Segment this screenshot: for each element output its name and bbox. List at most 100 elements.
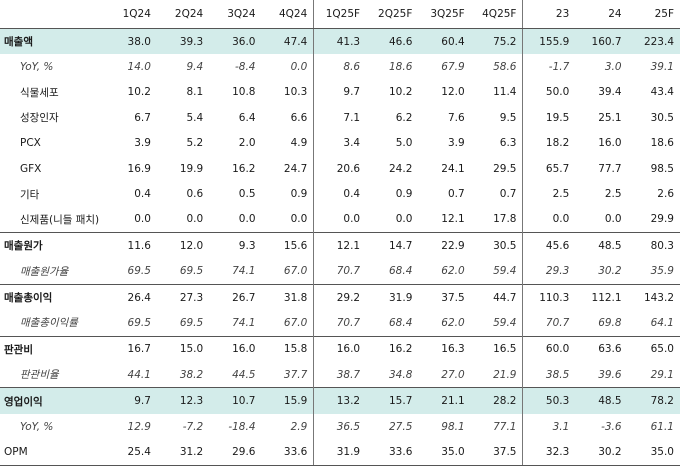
table-cell: 26.4 [104, 283, 157, 311]
table-cell: 63.6 [575, 335, 628, 363]
table-cell: -18.4 [228, 420, 256, 433]
table-cell: 38.2 [179, 368, 204, 381]
table-row: PCX 3.9 5.2 2.0 4.9 3.4 5.0 3.9 6.3 18.2 16.0 18.6 [0, 130, 680, 156]
table-cell: 44.7 [470, 283, 523, 311]
table-cell: 12.3 [156, 387, 210, 414]
table-cell: 32.3 [522, 439, 576, 466]
table-cell: 6.6 [290, 111, 308, 124]
table-cell: 7.1 [313, 105, 367, 131]
table-cell: 7.6 [447, 111, 465, 124]
table-cell: 223.4 [627, 28, 680, 55]
table-cell: 29.5 [493, 162, 517, 175]
table-cell: 74.1 [232, 265, 256, 278]
table-cell: 2.5 [604, 188, 622, 201]
table-cell: 45.6 [522, 232, 576, 259]
table-cell: 110.3 [522, 283, 576, 311]
table-cell: 13.2 [313, 387, 367, 414]
table-cell: 25.1 [598, 111, 622, 124]
table-cell: 0.7 [447, 188, 465, 201]
col-header: 4Q24 [261, 0, 314, 29]
table-cell: 35.0 [627, 439, 680, 466]
col-header: 4Q25F [470, 0, 523, 29]
table-cell: 65.7 [522, 155, 576, 182]
row-label: 판관비율 [20, 369, 59, 382]
table-cell: 21.9 [493, 368, 517, 381]
table-cell: 3.9 [447, 137, 465, 150]
table-row: 매출원가율 69.5 69.5 74.1 67.0 70.7 68.4 62.0 59.4 29.… [0, 258, 680, 285]
table-cell: -1.7 [522, 54, 576, 80]
col-header: 3Q24 [209, 0, 262, 29]
table-cell: 5.2 [186, 137, 204, 150]
table-cell: 30.5 [470, 232, 523, 259]
table-cell: 3.0 [604, 61, 622, 74]
table-row: 매출총이익률 69.5 69.5 74.1 67.0 70.7 68.4 62.0 59.4 70… [0, 310, 680, 337]
table-cell: 37.7 [283, 368, 308, 381]
table-cell: 33.6 [366, 439, 419, 466]
table-cell: 16.5 [470, 335, 523, 363]
table-cell: 0.7 [499, 188, 517, 201]
table-cell: 74.1 [232, 316, 256, 329]
table-cell: -7.2 [182, 420, 204, 433]
table-cell: 21.1 [418, 387, 471, 414]
table-cell: 15.7 [366, 387, 419, 414]
table-cell: -3.6 [601, 420, 622, 433]
table-cell: 10.2 [127, 86, 151, 99]
table-cell: 8.1 [186, 86, 204, 99]
table-cell: 41.3 [313, 28, 367, 55]
table-cell: 24.2 [389, 162, 413, 175]
table-cell: 8.6 [313, 54, 367, 80]
row-label: 성장인자 [20, 112, 59, 125]
table-row: 매출총이익 26.4 27.3 26.7 31.8 29.2 31.9 37.5 44.7 110… [0, 283, 680, 311]
table-cell: 31.9 [366, 283, 419, 311]
table-cell: 61.1 [650, 420, 674, 433]
row-label: YoY, % [20, 61, 54, 74]
table-cell: 29.2 [313, 283, 367, 311]
table-cell: 44.5 [232, 368, 256, 381]
table-cell: 48.5 [575, 232, 628, 259]
table-cell: 69.5 [127, 316, 151, 329]
table-cell: 58.6 [493, 61, 517, 74]
table-cell: 12.1 [441, 213, 465, 226]
table-cell: 46.6 [366, 28, 419, 55]
table-cell: 29.9 [650, 213, 674, 226]
table-cell: 0.0 [134, 213, 151, 226]
table-cell: 0.0 [238, 213, 256, 226]
table-cell: 19.9 [179, 162, 204, 175]
col-header: 25F [627, 0, 680, 29]
table-cell: 15.8 [261, 335, 314, 363]
table-cell: 65.0 [627, 335, 680, 363]
row-label: 매출총이익률 [20, 317, 78, 330]
table-cell: 30.5 [650, 111, 674, 124]
row-label: OPM [0, 439, 105, 466]
table-cell: 11.6 [104, 232, 157, 259]
table-row: OPM 25.4 31.2 29.6 33.6 31.9 33.6 35.0 37.5 32.3 3… [0, 439, 680, 466]
table-cell: 155.9 [522, 28, 576, 55]
table-cell: 6.7 [134, 111, 151, 124]
row-label: 기타 [20, 188, 40, 201]
table-cell: 31.2 [156, 439, 210, 466]
table-cell: 17.8 [493, 213, 517, 226]
table-cell: 39.4 [598, 86, 622, 99]
table-cell: 143.2 [627, 283, 680, 311]
table-cell: 31.8 [261, 283, 314, 311]
table-cell: 2.9 [290, 420, 308, 433]
table-cell: 39.1 [650, 61, 674, 74]
table-cell: 9.7 [313, 79, 367, 106]
col-header: 1Q24 [104, 0, 157, 29]
table-row: YoY, % 14.0 9.4 -8.4 0.0 8.6 18.6 67.9 58.6 -1.7 3… [0, 54, 680, 80]
table-cell: 33.6 [261, 439, 314, 466]
table-cell: 64.1 [650, 316, 674, 329]
table-cell: 27.3 [156, 283, 210, 311]
table-cell: 18.2 [522, 130, 576, 156]
table-cell: 0.0 [395, 213, 413, 226]
table-cell: 6.2 [395, 111, 413, 124]
table-cell: 12.9 [127, 420, 151, 433]
table-cell: 37.5 [470, 439, 523, 466]
table-cell: 10.2 [389, 86, 413, 99]
col-header: 24 [575, 0, 628, 29]
table-cell: 62.0 [441, 265, 465, 278]
table-cell: 2.6 [657, 188, 674, 201]
table-cell: 24.1 [441, 162, 465, 175]
table-cell: 60.0 [522, 335, 576, 363]
table-cell: 29.3 [522, 258, 576, 285]
